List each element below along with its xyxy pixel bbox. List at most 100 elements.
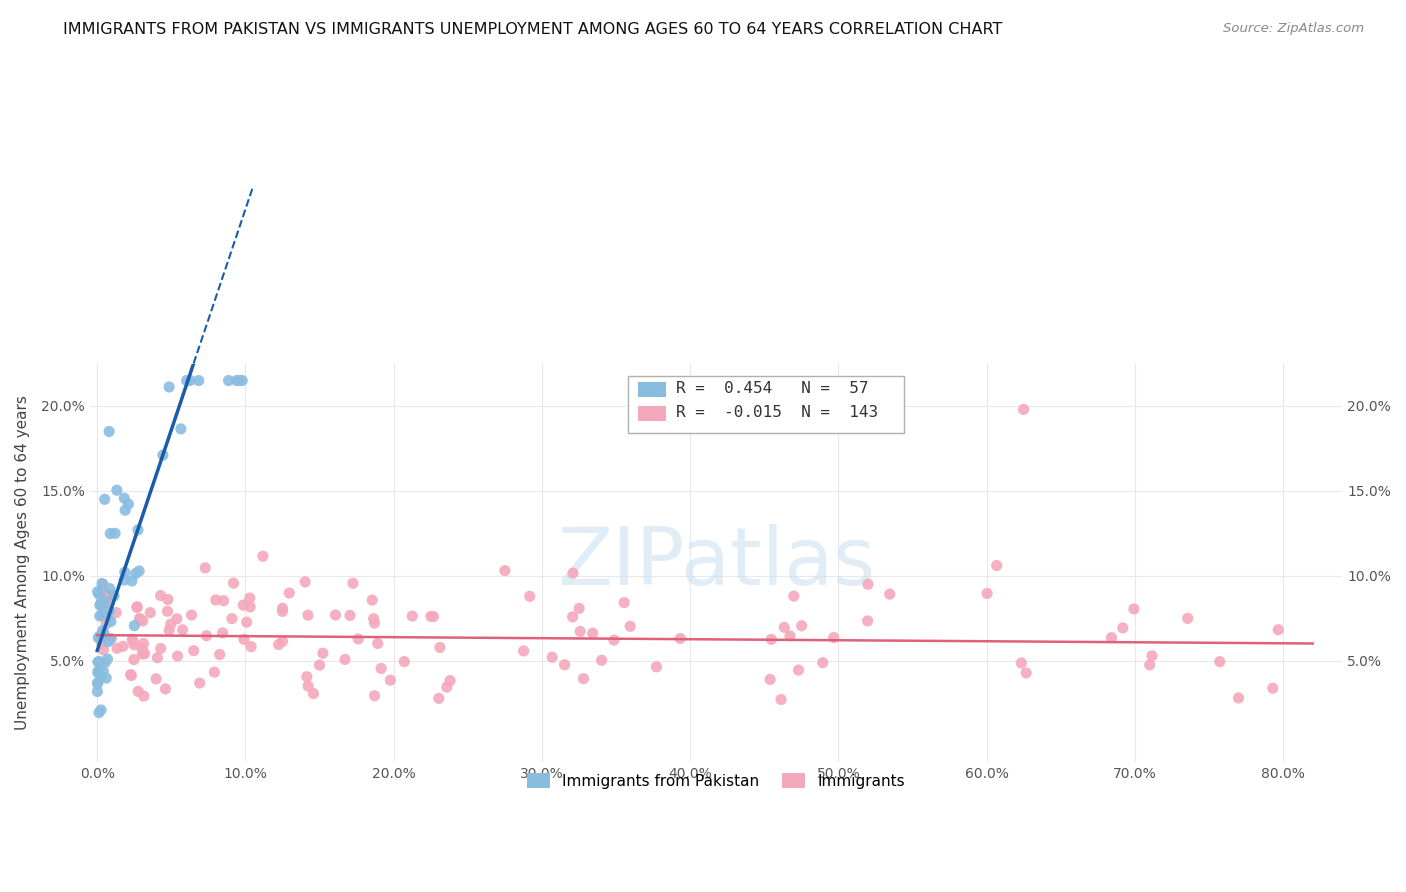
Point (239, 591, 262, 605)
Point (1012, 402, 1035, 417)
Point (561, 610, 583, 624)
Point (120, 667, 142, 681)
Point (145, 672, 167, 686)
Point (93, 643, 115, 657)
Point (312, 646, 335, 660)
Point (105, 606, 128, 620)
Point (779, 629, 801, 643)
Point (1139, 657, 1161, 672)
Point (87, 676, 110, 690)
Point (613, 596, 636, 610)
Point (231, 374, 253, 388)
Point (149, 641, 172, 656)
Point (127, 684, 149, 698)
Point (134, 647, 156, 661)
Point (121, 632, 143, 647)
Point (128, 611, 150, 625)
Point (157, 380, 180, 394)
Point (380, 673, 402, 688)
Point (790, 619, 813, 633)
Point (363, 689, 385, 703)
Point (117, 497, 139, 511)
Point (271, 604, 294, 618)
Point (422, 609, 444, 624)
Point (128, 564, 150, 578)
Point (519, 590, 541, 604)
Bar (628, 376, 904, 434)
Y-axis label: Unemployment Among Ages 60 to 64 years: Unemployment Among Ages 60 to 64 years (15, 395, 30, 731)
Point (339, 608, 361, 623)
Point (89, 598, 111, 612)
Point (122, 652, 145, 666)
Point (94, 617, 117, 632)
Point (170, 422, 193, 436)
Point (98, 582, 121, 596)
Point (773, 620, 796, 634)
Point (194, 561, 217, 575)
Point (93, 605, 115, 619)
Point (132, 636, 155, 650)
Point (179, 374, 201, 388)
Point (90, 670, 112, 684)
Point (100, 632, 122, 646)
Point (94, 595, 117, 609)
Point (295, 670, 318, 684)
Point (86, 684, 108, 698)
Point (104, 526, 127, 541)
Point (105, 483, 128, 498)
Point (342, 576, 364, 591)
Point (370, 661, 392, 675)
Point (240, 640, 263, 654)
Point (986, 558, 1008, 573)
Point (1227, 690, 1250, 705)
Point (93, 625, 115, 640)
Text: ZIPatlas: ZIPatlas (557, 524, 875, 602)
Point (127, 523, 149, 537)
Point (401, 609, 423, 624)
Point (363, 612, 385, 626)
Point (122, 634, 145, 648)
Point (239, 599, 262, 614)
Point (87, 706, 110, 720)
Point (129, 613, 152, 627)
Point (132, 689, 155, 703)
Point (1140, 648, 1163, 663)
Point (562, 566, 585, 581)
Point (333, 652, 356, 666)
Point (172, 623, 194, 637)
Point (494, 564, 516, 578)
Point (363, 616, 385, 631)
Point (91, 624, 114, 638)
Point (91, 607, 114, 622)
Point (111, 640, 134, 654)
Point (267, 638, 290, 652)
Point (105, 641, 128, 656)
Point (297, 608, 319, 623)
Point (439, 673, 461, 688)
Point (100, 615, 122, 629)
Point (94, 587, 117, 601)
Point (131, 641, 153, 656)
Point (91, 576, 114, 591)
Point (90, 595, 112, 609)
Point (420, 609, 443, 624)
Point (124, 566, 146, 581)
Point (582, 626, 605, 640)
Point (271, 634, 294, 648)
Point (91, 664, 114, 678)
Point (278, 586, 301, 600)
Point (90, 607, 112, 621)
Point (96, 592, 118, 607)
Point (96, 652, 118, 666)
Point (86, 676, 108, 690)
Point (787, 663, 810, 677)
Point (976, 586, 998, 600)
Text: R =  -0.015  N =  143: R = -0.015 N = 143 (676, 405, 879, 420)
Point (218, 374, 240, 388)
Point (94, 656, 117, 670)
Point (98, 604, 121, 618)
Point (132, 614, 155, 628)
Point (112, 491, 135, 506)
Point (97, 635, 120, 649)
Point (131, 647, 153, 661)
